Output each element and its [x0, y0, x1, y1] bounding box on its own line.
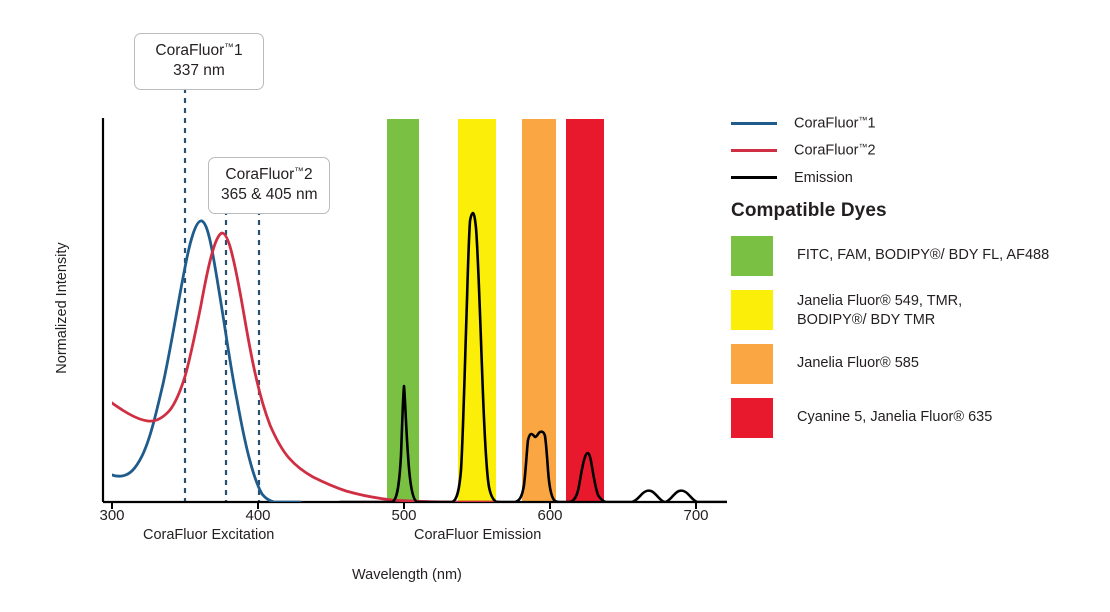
dye-row-yellow: Janelia Fluor® 549, TMR, BODIPY®/ BDY TM…	[731, 290, 1101, 330]
x-tick-label-600: 600	[537, 507, 563, 524]
legend-label-emission: Emission	[794, 169, 853, 186]
callout-corafluor1: CoraFluor™1 337 nm	[134, 33, 264, 90]
legend-item-corafluor1: CoraFluor™1	[731, 110, 1091, 137]
marker-lines	[183, 88, 261, 502]
legend-line-swatch-corafluor2	[731, 149, 777, 152]
dye-row-red: Cyanine 5, Janelia Fluor® 635	[731, 398, 1101, 438]
x-tick-label-300: 300	[99, 507, 125, 524]
x-tick-label-500: 500	[391, 507, 417, 524]
curve-corafluor1	[112, 219, 302, 502]
excitation-range-label: CoraFluor Excitation	[143, 527, 275, 543]
compatible-dyes-list: FITC, FAM, BODIPY®/ BDY FL, AF488 Janeli…	[731, 236, 1101, 452]
callout-cf1-value: 337 nm	[173, 61, 225, 79]
y-axis-title: Normalized Intensity	[54, 242, 70, 374]
dye-label-orange: Janelia Fluor® 585	[797, 355, 919, 371]
trademark-symbol: ™	[858, 115, 868, 126]
dye-swatch-red	[731, 398, 773, 438]
legend-label-corafluor1: CoraFluor™1	[794, 115, 876, 132]
green-band	[387, 119, 419, 502]
dye-swatch-yellow	[731, 290, 773, 330]
legend-line-swatch-corafluor1	[731, 122, 777, 125]
emission-band-group	[387, 119, 604, 502]
legend-item-emission: Emission	[731, 164, 1091, 191]
trademark-symbol: ™	[294, 166, 304, 178]
trademark-symbol: ™	[224, 42, 234, 54]
dye-swatch-green	[731, 236, 773, 276]
trademark-symbol: ™	[858, 142, 868, 153]
chart-legend: CoraFluor™1 CoraFluor™2 Emission	[731, 110, 1091, 191]
x-tick-label-700: 700	[683, 507, 709, 524]
callout-cf2-title: CoraFluor™2	[225, 166, 313, 183]
callout-cf1-title: CoraFluor™1	[155, 42, 243, 59]
dye-label-red: Cyanine 5, Janelia Fluor® 635	[797, 409, 993, 425]
x-tick-label-400: 400	[245, 507, 271, 524]
callout-corafluor2: CoraFluor™2 365 & 405 nm	[208, 157, 330, 214]
legend-item-corafluor2: CoraFluor™2	[731, 137, 1091, 164]
emission-range-label: CoraFluor Emission	[414, 527, 542, 543]
yellow-band	[458, 119, 496, 502]
x-tick-marks	[111, 502, 697, 509]
dye-label-yellow: Janelia Fluor® 549, TMR, BODIPY®/ BDY TM…	[797, 293, 963, 328]
compatible-dyes-heading: Compatible Dyes	[731, 200, 887, 221]
legend-line-swatch-emission	[731, 176, 777, 179]
curve-emission	[338, 211, 727, 502]
dye-row-orange: Janelia Fluor® 585	[731, 344, 1101, 384]
dye-label-green: FITC, FAM, BODIPY®/ BDY FL, AF488	[797, 247, 1050, 263]
dye-row-green: FITC, FAM, BODIPY®/ BDY FL, AF488	[731, 236, 1101, 276]
legend-label-corafluor2: CoraFluor™2	[794, 142, 876, 159]
red-band	[566, 119, 604, 502]
curve-corafluor2	[112, 231, 502, 502]
x-axis-title: Wavelength (nm)	[352, 567, 462, 583]
callout-cf2-value: 365 & 405 nm	[221, 185, 318, 203]
dye-swatch-orange	[731, 344, 773, 384]
